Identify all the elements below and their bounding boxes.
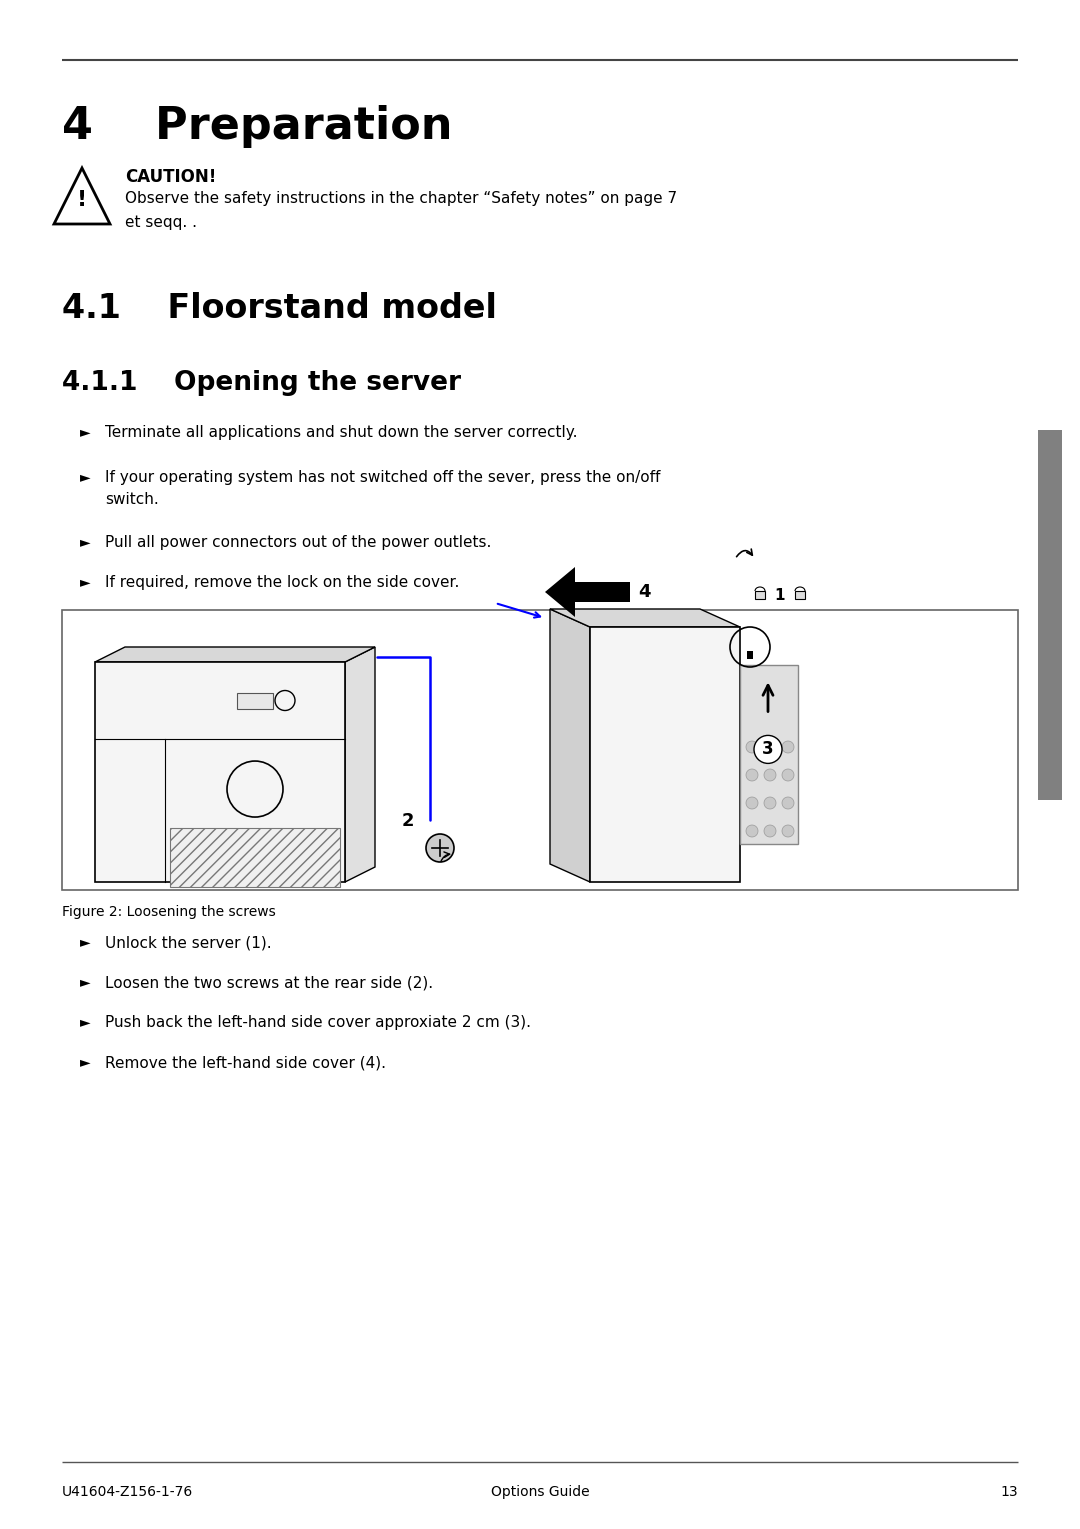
Circle shape [764, 742, 777, 752]
Text: 1: 1 [774, 587, 785, 602]
Text: et seqq. .: et seqq. . [125, 216, 197, 229]
FancyArrowPatch shape [762, 685, 773, 711]
Text: Loosen the two screws at the rear side (2).: Loosen the two screws at the rear side (… [105, 976, 433, 989]
Text: Figure 2: Loosening the screws: Figure 2: Loosening the screws [62, 905, 275, 919]
Polygon shape [95, 647, 375, 662]
Circle shape [426, 833, 454, 862]
Text: ►: ► [80, 936, 91, 950]
Text: ►: ► [80, 575, 91, 589]
Text: Unlock the server (1).: Unlock the server (1). [105, 936, 272, 950]
Text: ►: ► [80, 469, 91, 485]
Text: 4.1.1    Opening the server: 4.1.1 Opening the server [62, 370, 461, 396]
Text: ►: ► [80, 425, 91, 439]
Text: !: ! [77, 190, 87, 209]
Text: 2: 2 [402, 812, 415, 830]
Text: CAUTION!: CAUTION! [125, 168, 216, 187]
Text: Pull all power connectors out of the power outlets.: Pull all power connectors out of the pow… [105, 535, 491, 550]
Text: ►: ► [80, 1055, 91, 1069]
Circle shape [746, 742, 758, 752]
Text: Terminate all applications and shut down the server correctly.: Terminate all applications and shut down… [105, 425, 578, 440]
Text: If your operating system has not switched off the sever, press the on/off
switch: If your operating system has not switche… [105, 469, 660, 508]
Bar [747, 651, 753, 659]
Polygon shape [550, 609, 740, 627]
Text: 4    Preparation: 4 Preparation [62, 106, 453, 148]
Circle shape [782, 826, 794, 836]
Circle shape [746, 797, 758, 809]
Bar [740, 665, 798, 844]
Text: 3: 3 [762, 740, 773, 758]
Polygon shape [550, 609, 590, 882]
Text: ►: ► [80, 535, 91, 549]
Bar [755, 592, 765, 599]
Circle shape [782, 797, 794, 809]
Bar [95, 662, 345, 882]
Text: 4: 4 [638, 583, 650, 601]
Bar [1038, 430, 1062, 800]
Polygon shape [345, 647, 375, 882]
Bar [62, 610, 1018, 890]
Text: Push back the left-hand side cover approxiate 2 cm (3).: Push back the left-hand side cover appro… [105, 1015, 531, 1031]
Circle shape [754, 735, 782, 763]
Circle shape [782, 769, 794, 781]
Text: ►: ► [80, 1015, 91, 1029]
Polygon shape [545, 567, 630, 618]
Text: 4.1    Floorstand model: 4.1 Floorstand model [62, 292, 497, 326]
Text: Remove the left-hand side cover (4).: Remove the left-hand side cover (4). [105, 1055, 386, 1070]
Circle shape [764, 797, 777, 809]
Circle shape [782, 742, 794, 752]
Text: If required, remove the lock on the side cover.: If required, remove the lock on the side… [105, 575, 459, 590]
Text: ►: ► [80, 976, 91, 989]
Circle shape [764, 826, 777, 836]
Bar [170, 827, 340, 887]
Text: 13: 13 [1000, 1485, 1018, 1498]
Bar [590, 627, 740, 882]
Bar [237, 693, 273, 708]
Text: Observe the safety instructions in the chapter “Safety notes” on page 7: Observe the safety instructions in the c… [125, 191, 677, 206]
Circle shape [746, 769, 758, 781]
Circle shape [746, 826, 758, 836]
Text: Options Guide: Options Guide [490, 1485, 590, 1498]
Circle shape [764, 769, 777, 781]
Text: U41604-Z156-1-76: U41604-Z156-1-76 [62, 1485, 193, 1498]
Bar [795, 592, 805, 599]
